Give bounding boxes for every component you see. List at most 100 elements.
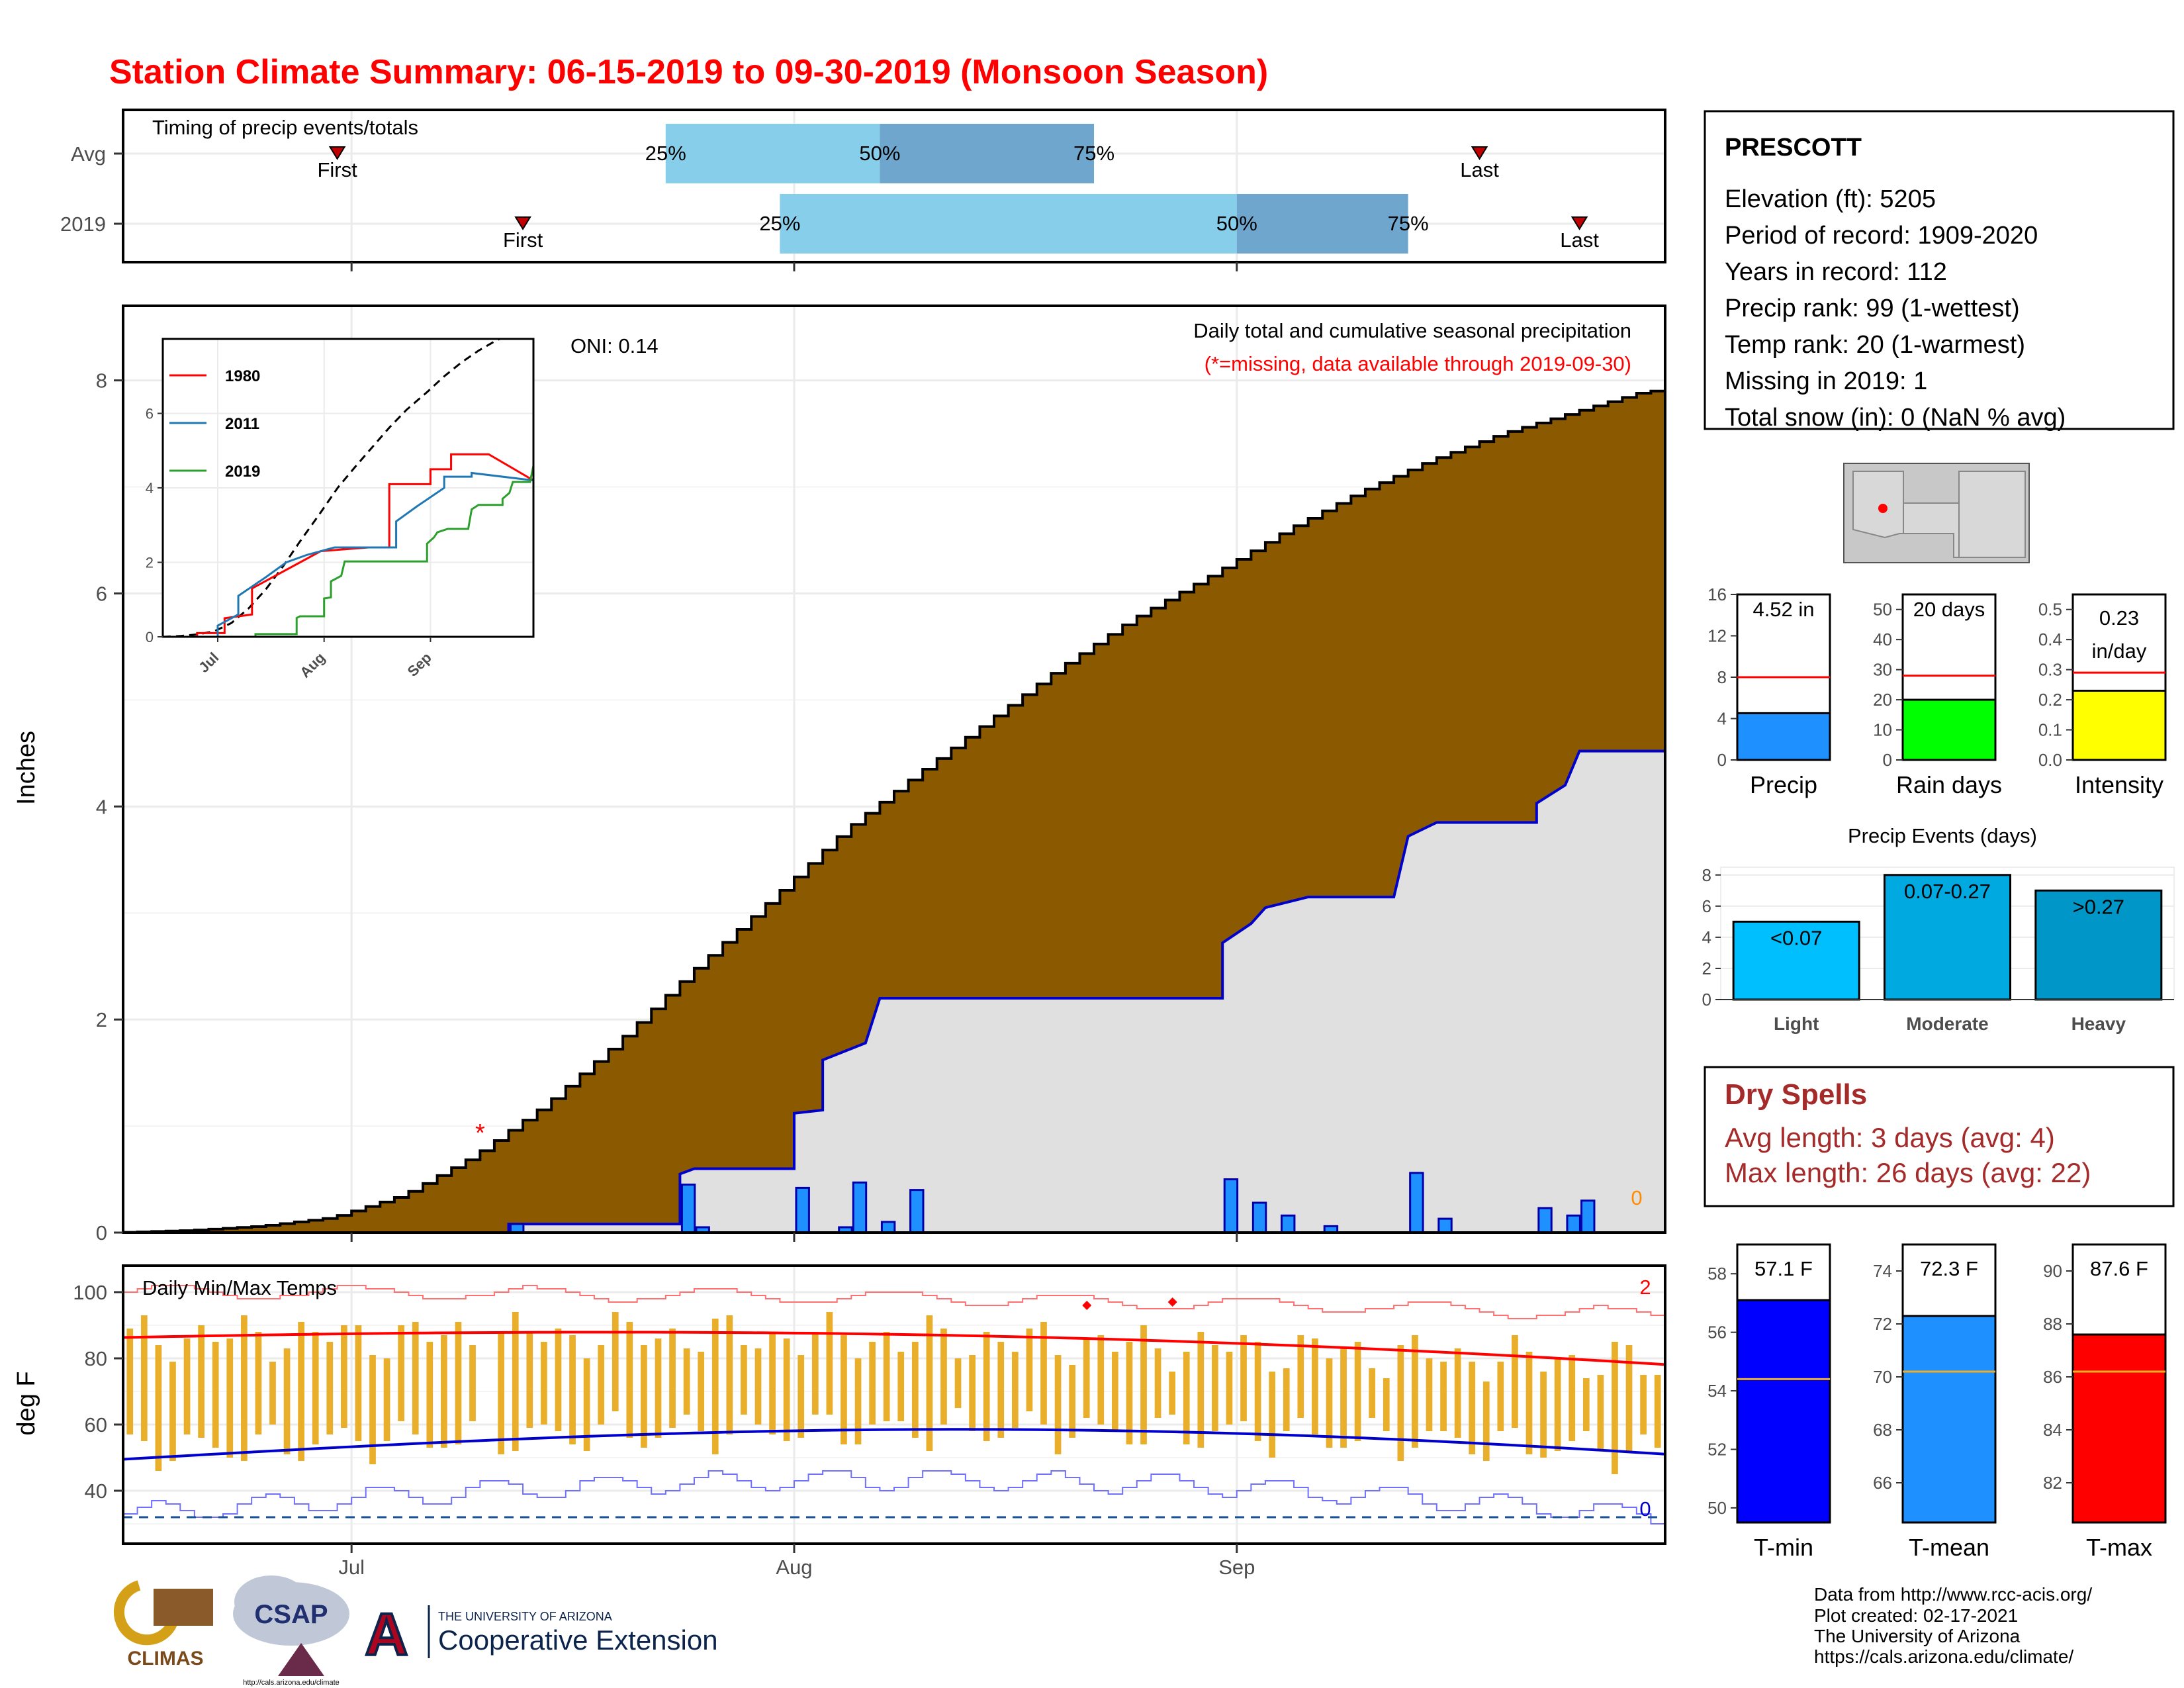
daily-temp-bar: [226, 1338, 234, 1458]
station-temp-rank: Temp rank: 20 (1-warmest): [1725, 331, 2025, 359]
daily-temp-bar: [841, 1335, 847, 1444]
csap-logo: CSAP http://cals.arizona.edu/climate: [233, 1575, 349, 1687]
precip-stat-rain-days-y-tick-label: 20: [1873, 690, 1892, 710]
daily-temp-bar: [1354, 1342, 1361, 1441]
temp-background: [123, 1266, 1665, 1544]
quartile-bar-low: [665, 124, 880, 183]
daily-temp-bar: [1312, 1338, 1318, 1434]
daily-temp-bar: [1426, 1358, 1433, 1431]
temp-stat-t-mean-bar: [1901, 1315, 1997, 1524]
average-min-line: [123, 1428, 1665, 1461]
station-info-box: PRESCOTT Elevation (ft): 5205 Period of …: [1704, 110, 2175, 432]
precip-y-tick-label: 8: [96, 369, 107, 393]
precip-stat-rain-days-y-tick-label: 0: [1883, 750, 1892, 770]
daily-temp-bar: [769, 1332, 776, 1434]
daily-precip-bar: [1580, 1199, 1596, 1233]
daily-temp-bar: [1183, 1352, 1190, 1444]
csap-logo-text: CSAP: [254, 1600, 328, 1629]
daily-temp-bar: [1226, 1352, 1233, 1425]
daily-temp-bar: [526, 1332, 533, 1428]
daily-temp-bar: [198, 1325, 205, 1438]
temp-stat-t-max-bar: [2071, 1333, 2167, 1524]
daily-precip-bar: [680, 1184, 696, 1233]
precip-stat-intensity-y-tick-label: 0.4: [2038, 630, 2062, 649]
daily-temp-bar: [1497, 1362, 1504, 1431]
daily-temp-bar: [1440, 1362, 1447, 1431]
daily-temp-bar: [598, 1345, 605, 1425]
record-markers: [1082, 1297, 1177, 1310]
precip-stat-rain-days-y-tick-label: 40: [1873, 630, 1892, 649]
ua-small-text: THE UNIVERSITY OF ARIZONA: [438, 1610, 612, 1623]
temp-stat-t-max-name: T-max: [2086, 1534, 2152, 1561]
precip-stat-rain-days-y-tick-label: 10: [1873, 720, 1892, 740]
daily-temp-bar: [1112, 1352, 1118, 1431]
dry-spells-title: Dry Spells: [1725, 1078, 1867, 1111]
daily-temp-bar: [1554, 1358, 1561, 1451]
missing-count-label: 0: [1631, 1186, 1642, 1209]
daily-temp-bar: [626, 1322, 633, 1438]
daily-temp-bar: [155, 1345, 162, 1471]
p50-label: 50%: [859, 142, 900, 165]
precip-stat-intensity-value-label: in/day: [2092, 639, 2147, 663]
daily-temp-bar: [1340, 1348, 1347, 1448]
climas-logo: CLIMAS: [113, 1580, 213, 1669]
event-bar-moderate: [1884, 874, 2011, 1001]
daily-temp-bar: [783, 1338, 790, 1441]
precip-stat-precip-bar: [1736, 712, 1831, 761]
dry-spells-avg: Avg length: 3 days (avg: 4): [1725, 1122, 2055, 1153]
inset-legend-label: 2019: [225, 463, 260, 481]
daily-temp-bar: [698, 1352, 705, 1431]
timing-row-label: 2019: [60, 212, 106, 236]
daily-temp-bar: [455, 1322, 462, 1444]
temp-stat-t-mean-y-tick-label: 70: [1873, 1367, 1892, 1387]
station-frame: [1704, 110, 2175, 430]
daily-temp-bar: [669, 1329, 676, 1428]
inset-y-tick-label: 4: [146, 480, 154, 496]
daily-temp-bar: [797, 1355, 805, 1438]
events-y-tick-label: 0: [1702, 990, 1711, 1009]
footer-plot-created: Plot created: 02-17-2021: [1814, 1605, 2018, 1626]
p50-label: 50%: [1216, 212, 1257, 235]
first-event-marker: [328, 146, 346, 160]
inset-legend: 1980 2011 2019: [169, 367, 260, 481]
temp-stat-t-max-y-tick-label: 82: [2043, 1473, 2062, 1493]
daily-precip-bar: [852, 1181, 868, 1233]
event-category-label: Light: [1774, 1013, 1819, 1034]
precip-y-tick-label: 6: [96, 582, 107, 605]
precip-stat-precip-y-tick-label: 12: [1707, 626, 1727, 646]
temp-stat-t-mean-y-tick-label: 66: [1873, 1473, 1892, 1493]
dry-spells-frame: [1704, 1066, 2175, 1207]
daily-temp-bar: [1369, 1368, 1376, 1418]
station-location-dot: [1878, 504, 1888, 513]
inset-legend-label: 1980: [225, 367, 260, 385]
daily-temp-bar: [126, 1329, 134, 1434]
station-elevation: Elevation (ft): 5205: [1725, 185, 1936, 213]
inset-legend-label: 2011: [225, 415, 259, 433]
p75-label: 75%: [1073, 142, 1115, 165]
precip-stat-rain-days-y-tick-label: 50: [1873, 600, 1892, 620]
station-missing: Missing in 2019: 1: [1725, 367, 1927, 395]
daily-temp-bar: [741, 1345, 747, 1415]
temp-stat-t-min-y-tick-label: 54: [1707, 1381, 1727, 1401]
first-event-label: First: [317, 158, 357, 181]
dry-spells-box: Dry Spells Avg length: 3 days (avg: 4) M…: [1704, 1066, 2175, 1207]
daily-temp-bar: [1326, 1358, 1333, 1448]
daily-temp-bar: [854, 1358, 862, 1444]
precip-stat-rain-days-value-label: 20 days: [1913, 598, 1985, 621]
station-name: PRESCOTT: [1725, 134, 1862, 162]
precip-subtitle: (*=missing, data available through 2019-…: [1205, 352, 1631, 375]
daily-precip-bar: [1251, 1201, 1267, 1233]
daily-temp-bar: [1540, 1372, 1547, 1458]
days-above-label: 2: [1639, 1276, 1651, 1299]
daily-temp-bar: [398, 1325, 405, 1421]
temp-stat-t-max-y-tick-label: 84: [2043, 1420, 2062, 1440]
daily-temp-bar: [383, 1358, 390, 1441]
daily-precip-bar: [795, 1186, 810, 1233]
daily-temp-bar: [541, 1342, 547, 1425]
daily-temp-bar: [911, 1342, 919, 1438]
record-max-marker: [1082, 1301, 1092, 1310]
temp-y-axis: 40 60 80 100: [73, 1281, 123, 1503]
daily-temp-bar: [1469, 1362, 1476, 1454]
record-max-line: [123, 1285, 1665, 1319]
daily-temp-bar: [869, 1342, 876, 1425]
